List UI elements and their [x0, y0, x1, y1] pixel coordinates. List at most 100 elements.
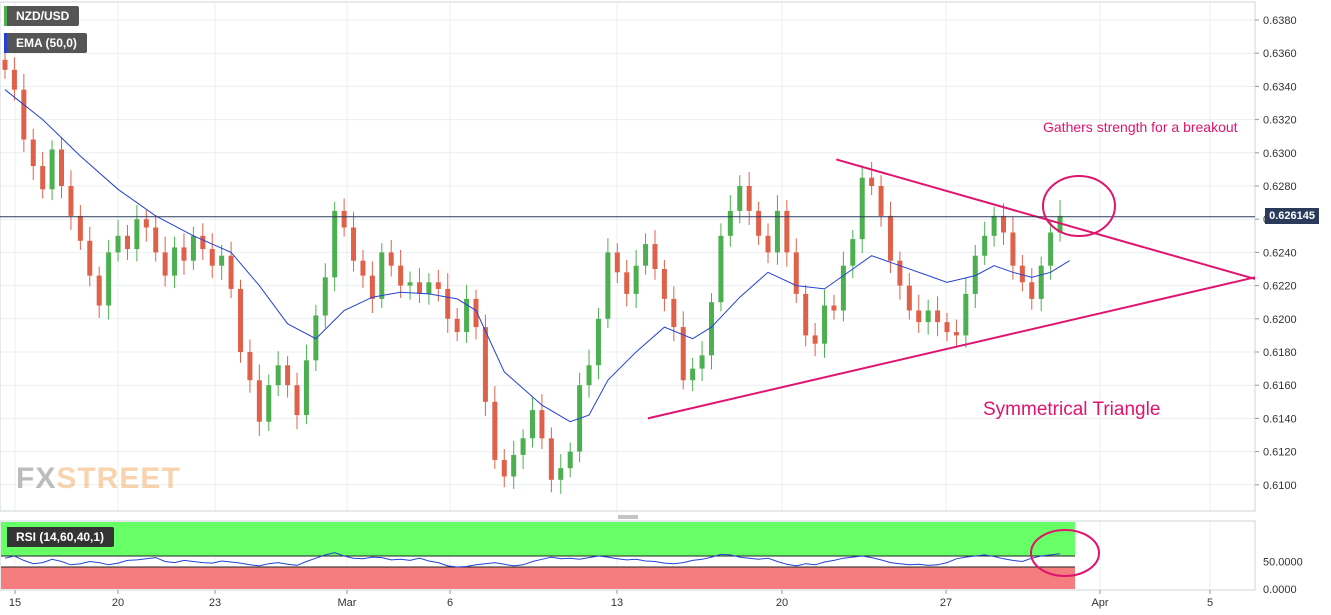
rsi-axis: 50.0000 0.0000	[1263, 557, 1303, 597]
rsi-badge[interactable]: RSI (14,60,40,1)	[4, 527, 115, 547]
ema-line	[4, 89, 1070, 423]
candle-bullish	[643, 244, 649, 266]
candle-bearish	[21, 89, 27, 140]
logo-part-2: STREET	[56, 462, 181, 495]
candle-bullish	[633, 265, 639, 294]
candle-bullish	[558, 468, 564, 480]
candle-bullish	[1048, 232, 1054, 266]
candle-bullish	[520, 438, 526, 455]
candle-bullish	[690, 368, 696, 381]
candle-bearish	[1029, 282, 1035, 299]
candle-bearish	[247, 352, 253, 381]
candle-bearish	[360, 260, 366, 276]
candle-bullish	[115, 235, 121, 253]
price-tick-label: 0.6360	[1263, 48, 1297, 60]
date-tick-label: 27	[940, 597, 952, 609]
price-tick-label: 0.6240	[1263, 247, 1297, 259]
candle-bearish	[953, 332, 959, 336]
candle-bullish	[530, 410, 536, 439]
candle-bearish	[153, 227, 159, 253]
candle-bearish	[1019, 265, 1025, 283]
date-tick-label: 15	[9, 597, 21, 609]
symbol-badge[interactable]: NZD/USD	[4, 6, 80, 26]
ema-series	[4, 89, 1070, 423]
rsi-panel	[1, 522, 1075, 589]
candle-bearish	[124, 235, 130, 250]
rsi-tick-label: 50.0000	[1263, 557, 1303, 569]
price-tick-label: 0.6100	[1263, 480, 1297, 492]
date-tick-label: 23	[209, 597, 221, 609]
candle-bearish	[181, 247, 187, 261]
candle-bullish	[332, 210, 338, 278]
candle-bearish	[228, 255, 234, 289]
candle-bearish	[803, 293, 809, 336]
lower-trendline	[647, 276, 1256, 420]
candle-bearish	[40, 166, 46, 190]
ema-badge[interactable]: EMA (50,0)	[4, 33, 87, 53]
candle-bearish	[906, 285, 912, 311]
price-panel-frame	[0, 1, 1256, 512]
symbol-label: NZD/USD	[16, 9, 70, 23]
candle-bearish	[1001, 215, 1007, 233]
rsi-panel-frame	[0, 520, 1256, 591]
candle-bullish	[219, 255, 225, 266]
candle-bullish	[699, 355, 705, 369]
candle-bullish	[49, 149, 55, 190]
candle-bullish	[982, 235, 988, 256]
candle-bearish	[2, 59, 8, 70]
candle-bearish	[454, 318, 460, 333]
candle-bullish	[925, 310, 931, 323]
candle-bearish	[916, 310, 922, 323]
candle-bearish	[341, 210, 347, 228]
candle-bullish	[822, 305, 828, 344]
candle-bullish	[840, 265, 846, 311]
candle-bearish	[765, 235, 771, 253]
price-tick-label: 0.6300	[1263, 148, 1297, 160]
current-price-tag: 0.626145	[1265, 208, 1319, 224]
candle-bullish	[991, 215, 997, 236]
date-tick-label: 6	[447, 597, 453, 609]
price-tick-label: 0.6160	[1263, 380, 1297, 392]
candle-bearish	[285, 365, 291, 386]
candle-bearish	[369, 275, 375, 299]
candle-bullish	[379, 252, 385, 299]
candle-bearish	[68, 186, 74, 216]
rsi-label: RSI (14,60,40,1)	[16, 530, 105, 544]
candle-bullish	[275, 365, 281, 386]
candle-bullish	[972, 255, 978, 294]
candle-bearish	[492, 401, 498, 460]
candle-bearish	[96, 275, 102, 306]
candle-bullish	[774, 210, 780, 253]
price-tick-label: 0.6220	[1263, 281, 1297, 293]
candle-bullish	[709, 302, 714, 356]
candle-bearish	[944, 322, 950, 333]
candle-bullish	[605, 252, 611, 319]
candle-bearish	[812, 335, 818, 344]
candle-bullish	[718, 235, 724, 303]
annotation-layer: Gathers strength for a breakout Symmetric…	[0, 119, 1255, 577]
candle-bearish	[831, 305, 837, 311]
pattern-label: Symmetrical Triangle	[983, 399, 1160, 420]
candle-bearish	[652, 244, 658, 269]
candle-bearish	[143, 219, 149, 228]
rsi-overbought-zone	[1, 522, 1075, 556]
date-tick-label: Mar	[338, 597, 357, 609]
candle-bullish	[737, 186, 743, 211]
date-tick-label: 5	[1207, 597, 1213, 609]
candle-bearish	[887, 215, 893, 261]
price-axis: 0.6380 0.6360 0.6340 0.6320 0.6300 0.6280 0.62…	[1255, 15, 1297, 492]
candle-bearish	[746, 186, 752, 211]
candle-bullish	[595, 318, 601, 366]
price-grid	[0, 2, 1255, 590]
candle-bullish	[134, 219, 140, 250]
candle-bullish	[859, 177, 865, 240]
price-tick-label: 0.6180	[1263, 347, 1297, 359]
candle-bearish	[238, 288, 243, 352]
candle-bearish	[77, 215, 83, 241]
price-tick-label: 0.6120	[1263, 447, 1297, 459]
price-tick-label: 0.6340	[1263, 81, 1297, 93]
price-tick-label: 0.6320	[1263, 115, 1297, 127]
candle-bearish	[162, 252, 168, 276]
panel-frames	[0, 1, 1256, 591]
